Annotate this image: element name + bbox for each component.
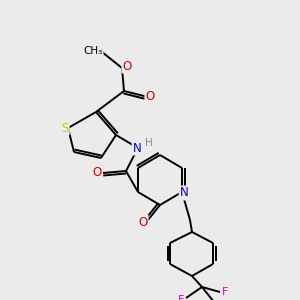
Text: O: O (146, 91, 154, 103)
Text: O: O (138, 215, 148, 229)
Text: N: N (180, 187, 188, 200)
Text: O: O (122, 59, 132, 73)
Text: O: O (92, 167, 102, 179)
Text: S: S (61, 122, 69, 134)
Text: F: F (178, 295, 184, 300)
Text: N: N (133, 142, 141, 154)
Text: CH₃: CH₃ (83, 46, 103, 56)
Text: F: F (222, 287, 228, 297)
Text: H: H (145, 138, 153, 148)
